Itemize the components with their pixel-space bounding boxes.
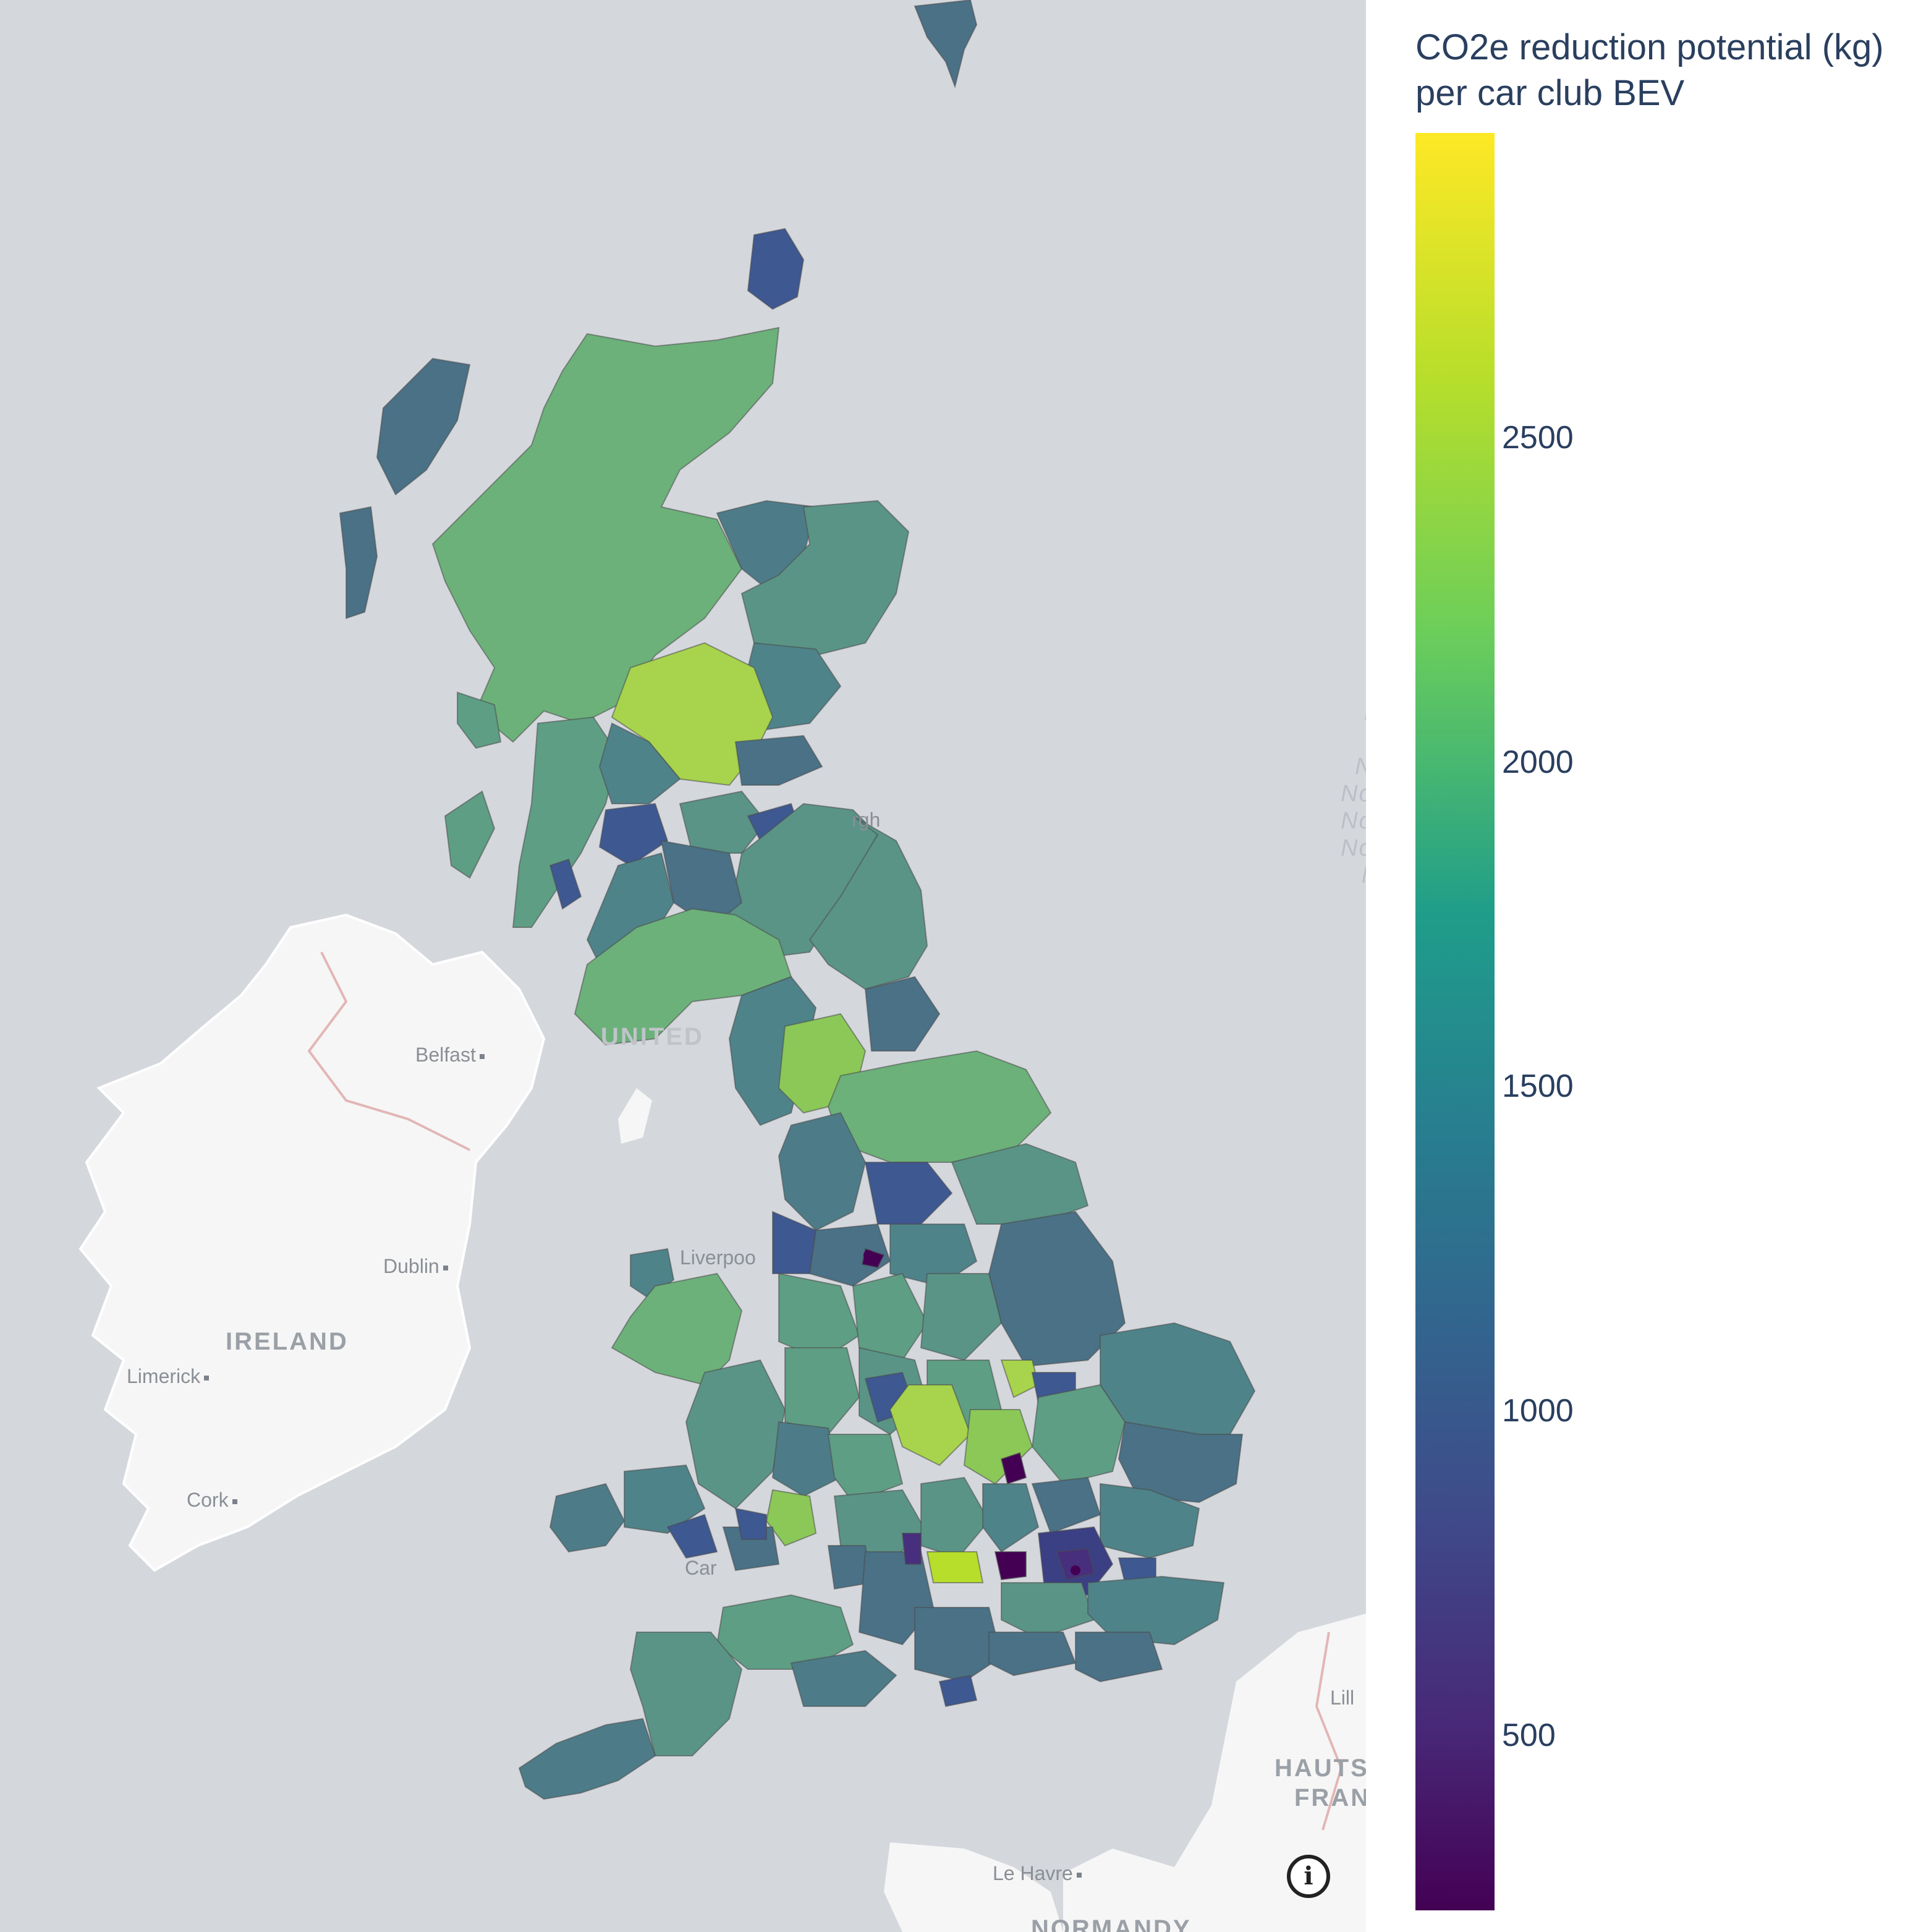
- city-dot-limerick: [204, 1375, 210, 1381]
- label-fran: FRAN: [1294, 1784, 1366, 1811]
- colorbar-tick-2500: 2500: [1502, 420, 1574, 456]
- region-west-berkshire-bright[interactable]: [926, 1551, 984, 1583]
- city-dot-dublin: [443, 1265, 448, 1270]
- region-nottinghamshire[interactable]: [920, 1273, 1003, 1361]
- region-lancashire[interactable]: [778, 1112, 867, 1232]
- label-limerick: Limerick: [127, 1365, 210, 1388]
- sea-label-line-6: Nord: [1341, 835, 1366, 861]
- ireland-landmass: [78, 913, 546, 1572]
- region-mull[interactable]: [444, 790, 496, 879]
- sea-label-line-8: N: [1292, 889, 1366, 916]
- region-hertfordshire[interactable]: [1031, 1476, 1101, 1534]
- label-normandy: NORMANDY: [1031, 1915, 1192, 1932]
- region-suffolk[interactable]: [1118, 1421, 1244, 1504]
- label-ireland: IRELAND: [226, 1328, 349, 1355]
- northern-ireland-border: [307, 951, 470, 1151]
- label-le-havre-text: Le Havre: [993, 1862, 1073, 1884]
- legend-title: CO2e reduction potential (kg) per car cl…: [1415, 25, 1910, 116]
- region-western-isles[interactable]: [376, 357, 471, 496]
- region-newport[interactable]: [734, 1507, 767, 1540]
- label-belfast: Belfast: [415, 1044, 485, 1066]
- info-icon[interactable]: i: [1287, 1855, 1330, 1898]
- label-cardiff: Car: [685, 1557, 717, 1579]
- region-small-dark-1[interactable]: [863, 1250, 873, 1260]
- region-herefordshire[interactable]: [771, 1421, 842, 1497]
- legend-title-line-2: per car club BEV: [1415, 73, 1685, 113]
- colorbar-tick-2000: 2000: [1502, 744, 1574, 780]
- region-small-dark-2[interactable]: [1071, 1565, 1080, 1575]
- sea-label-line-3: Nor: [1292, 753, 1366, 780]
- isle-of-man: [618, 1088, 652, 1144]
- region-shetland[interactable]: [914, 0, 978, 89]
- france-landmass: [1063, 1614, 1366, 1932]
- label-hauts: HAUTS: [1275, 1755, 1366, 1782]
- region-argyll-islands[interactable]: [457, 691, 502, 749]
- colorbar-tick-500: 500: [1502, 1717, 1556, 1753]
- region-devon[interactable]: [629, 1632, 743, 1756]
- region-east-riding[interactable]: [951, 1143, 1089, 1225]
- france-coast-west: [884, 1842, 1063, 1932]
- france-border: [1315, 1632, 1343, 1831]
- region-arran[interactable]: [549, 858, 582, 910]
- map-layer[interactable]: [0, 0, 1366, 1932]
- city-dot-belfast: [479, 1053, 485, 1059]
- label-dublin: Dublin: [383, 1255, 448, 1278]
- region-western-isles-south[interactable]: [339, 506, 378, 619]
- label-cork-text: Cork: [187, 1489, 229, 1511]
- map-canvas[interactable]: Belfast Dublin IRELAND Limerick Cork Liv…: [0, 0, 1366, 1932]
- region-surrey[interactable]: [1001, 1582, 1095, 1640]
- region-east-sussex[interactable]: [1075, 1632, 1163, 1683]
- sea-label-line-1: No: [1292, 699, 1366, 726]
- region-isle-of-wight[interactable]: [938, 1674, 978, 1708]
- choropleth-regions[interactable]: [339, 0, 1256, 1800]
- region-powys[interactable]: [685, 1359, 786, 1510]
- label-united: UNITED: [601, 1023, 704, 1050]
- label-lille: Lill: [1330, 1687, 1355, 1709]
- sea-label-line-7: Me: [1292, 862, 1366, 889]
- region-glasgow[interactable]: [598, 802, 669, 867]
- region-west-yorkshire[interactable]: [864, 1162, 953, 1225]
- label-edinburgh: rgh: [852, 809, 881, 831]
- region-bedford-dark[interactable]: [1000, 1452, 1027, 1485]
- region-london-inner[interactable]: [1056, 1547, 1095, 1581]
- label-cork: Cork: [187, 1489, 237, 1512]
- label-liverpool: Liverpoo: [680, 1246, 756, 1269]
- region-cornwall[interactable]: [518, 1717, 656, 1800]
- region-derbyshire[interactable]: [852, 1272, 928, 1361]
- colorbar-tick-1000: 1000: [1502, 1393, 1574, 1429]
- region-shropshire[interactable]: [784, 1347, 860, 1436]
- sea-label-line-2: Se: [1292, 726, 1366, 753]
- region-oxfordshire[interactable]: [920, 1476, 990, 1559]
- region-swindon-dark[interactable]: [901, 1533, 922, 1565]
- label-limerick-text: Limerick: [127, 1365, 201, 1387]
- city-dot-le-havre: [1076, 1872, 1082, 1878]
- region-kent[interactable]: [1087, 1575, 1225, 1646]
- region-stirling[interactable]: [598, 722, 681, 804]
- sea-label-line-5: Nord: [1341, 808, 1366, 834]
- region-greater-manchester[interactable]: [808, 1223, 891, 1287]
- region-dorset[interactable]: [790, 1649, 897, 1707]
- legend-title-line-1: CO2e reduction potential (kg): [1415, 27, 1884, 67]
- region-hampshire[interactable]: [914, 1607, 1003, 1683]
- colorbar: [1415, 133, 1495, 1910]
- region-orkney[interactable]: [747, 228, 805, 310]
- region-west-lothian[interactable]: [679, 790, 768, 854]
- region-fife[interactable]: [734, 734, 823, 786]
- sea-label-line-4: Noor: [1341, 781, 1366, 807]
- label-north-sea: No Se Nor Noor Nord Nord Me N: [1292, 699, 1366, 916]
- region-newcastle[interactable]: [864, 976, 941, 1052]
- colorbar-legend: CO2e reduction potential (kg) per car cl…: [1366, 0, 1913, 1932]
- region-warwickshire-bright[interactable]: [889, 1384, 972, 1466]
- label-dublin-text: Dublin: [383, 1255, 439, 1277]
- region-pembrokeshire[interactable]: [549, 1483, 626, 1553]
- region-west-sussex[interactable]: [988, 1632, 1077, 1677]
- label-le-havre: Le Havre: [993, 1862, 1082, 1885]
- region-swansea[interactable]: [666, 1513, 718, 1559]
- city-dot-cork: [232, 1499, 237, 1504]
- colorbar-tick-1500: 1500: [1502, 1068, 1574, 1105]
- region-buckinghamshire[interactable]: [982, 1483, 1040, 1553]
- label-belfast-text: Belfast: [415, 1044, 476, 1066]
- region-reading-dark[interactable]: [994, 1551, 1027, 1581]
- region-rct-bright[interactable]: [765, 1489, 817, 1547]
